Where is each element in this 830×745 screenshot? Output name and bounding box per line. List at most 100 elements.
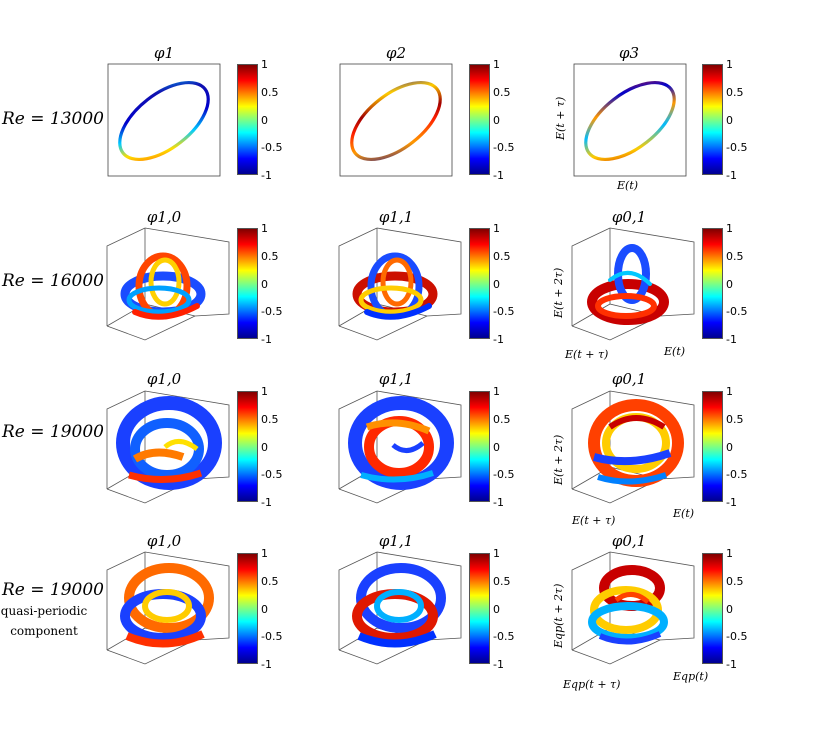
colorbar-tick: 1: [261, 385, 268, 398]
attractor-curve-3: [584, 80, 676, 162]
plot-r2-c1: [106, 227, 230, 341]
colorbar-tick: -1: [493, 496, 504, 509]
title-r4-c1: φ1,0: [146, 532, 182, 550]
colorbar-r1-c1: [237, 64, 258, 175]
colorbar-tick: -0.5: [493, 630, 515, 644]
colorbar-tick: 0.5: [726, 249, 744, 263]
colorbar-tick: -1: [493, 169, 504, 182]
colorbar-tick: 0: [261, 440, 268, 454]
colorbar-tick: -1: [261, 496, 272, 509]
colorbar-tick: -0.5: [726, 468, 748, 482]
plot-r3-c3: [571, 390, 695, 504]
axis-label-r4-z: Eqp(t + τ): [563, 678, 621, 691]
colorbar-tick: -1: [726, 333, 737, 346]
axis-label-r3-y: E(t + 2τ): [552, 434, 565, 485]
title-r1-c3: φ3: [618, 44, 640, 62]
title-r3-c3: φ0,1: [611, 370, 647, 388]
colorbar-tick: 0.5: [493, 412, 511, 426]
colorbar-tick: 1: [493, 58, 500, 71]
row-label-4: Re = 19000: [2, 580, 104, 600]
axis-label-r4-x: Eqp(t): [673, 670, 709, 683]
title-r4-c3: φ0,1: [611, 532, 647, 550]
title-r2-c1: φ1,0: [146, 208, 182, 226]
colorbar-tick: 1: [261, 222, 268, 235]
colorbar-tick: 0.5: [493, 249, 511, 263]
plot-r4-c2: [338, 551, 462, 665]
title-r2-c2: φ1,1: [378, 208, 414, 226]
colorbar-tick: 1: [493, 222, 500, 235]
colorbar-r2-c3: [702, 228, 723, 339]
plot-r3-c2: [338, 390, 462, 504]
axis-label-r1-x: E(t): [617, 179, 639, 192]
colorbar-r1-c2: [469, 64, 490, 175]
colorbar-tick: 0: [493, 277, 500, 291]
colorbar-r3-c1: [237, 391, 258, 502]
colorbar-tick: -1: [261, 658, 272, 671]
attractor-curve-2: [350, 80, 442, 162]
axis-label-r4-y: Eqp(t + 2τ): [552, 583, 565, 648]
colorbar-tick: 0: [261, 602, 268, 616]
colorbar-tick: -0.5: [261, 141, 283, 155]
plot-r4-c1: [106, 551, 230, 665]
axis-label-r2-y: E(t + 2τ): [552, 267, 565, 318]
colorbar-r2-c1: [237, 228, 258, 339]
colorbar-tick: 0: [726, 277, 733, 291]
colorbar-tick: 1: [726, 58, 733, 71]
plot-r3-c1: [106, 390, 230, 504]
plot-r2-c2: [338, 227, 462, 341]
axis-label-r2-x: E(t): [664, 345, 686, 358]
plot-r1-c3: [573, 63, 687, 177]
plot-r4-c3: [571, 551, 695, 665]
title-r3-c1: φ1,0: [146, 370, 182, 388]
title-r4-c2: φ1,1: [378, 532, 414, 550]
colorbar-r4-c3: [702, 553, 723, 664]
axis-label-r3-z: E(t + τ): [572, 514, 616, 527]
colorbar-tick: 0: [493, 113, 500, 127]
colorbar-tick: 1: [493, 547, 500, 560]
colorbar-tick: -1: [261, 169, 272, 182]
attractor-curve-1: [118, 80, 210, 162]
colorbar-tick: 1: [493, 385, 500, 398]
colorbar-tick: -1: [726, 658, 737, 671]
colorbar-tick: 0.5: [261, 412, 279, 426]
plot-r1-c1: [107, 63, 221, 177]
colorbar-r3-c2: [469, 391, 490, 502]
colorbar-tick: 1: [726, 547, 733, 560]
colorbar-tick: 0.5: [726, 574, 744, 588]
colorbar-tick: -0.5: [493, 305, 515, 319]
axis-label-r2-z: E(t + τ): [565, 348, 609, 361]
colorbar-tick: -0.5: [261, 630, 283, 644]
colorbar-tick: 0: [726, 440, 733, 454]
row-sub-4b: component: [10, 624, 78, 638]
axis-label-r1-y: E(t + τ): [554, 96, 567, 140]
colorbar-r4-c1: [237, 553, 258, 664]
colorbar-tick: 1: [261, 547, 268, 560]
colorbar-tick: 0: [261, 277, 268, 291]
row-label-1: Re = 13000: [2, 109, 104, 129]
colorbar-r1-c3: [702, 64, 723, 175]
colorbar-tick: -1: [493, 333, 504, 346]
plot-r2-c3: [571, 227, 695, 341]
colorbar-tick: 0: [493, 602, 500, 616]
axis-label-r3-x: E(t): [673, 507, 695, 520]
colorbar-tick: 1: [726, 385, 733, 398]
colorbar-tick: 0.5: [261, 574, 279, 588]
title-r1-c2: φ2: [385, 44, 407, 62]
colorbar-tick: 0: [726, 602, 733, 616]
colorbar-tick: 0.5: [261, 85, 279, 99]
colorbar-r3-c3: [702, 391, 723, 502]
colorbar-tick: 1: [726, 222, 733, 235]
colorbar-tick: -0.5: [261, 468, 283, 482]
colorbar-tick: -1: [726, 169, 737, 182]
colorbar-tick: 0.5: [261, 249, 279, 263]
colorbar-tick: -0.5: [726, 630, 748, 644]
colorbar-tick: -1: [493, 658, 504, 671]
row-label-3: Re = 19000: [2, 422, 104, 442]
colorbar-tick: -0.5: [493, 468, 515, 482]
title-r1-c1: φ1: [153, 44, 175, 62]
colorbar-tick: 0.5: [493, 574, 511, 588]
colorbar-tick: 0: [726, 113, 733, 127]
colorbar-r2-c2: [469, 228, 490, 339]
colorbar-tick: -0.5: [726, 141, 748, 155]
plot-r1-c2: [339, 63, 453, 177]
